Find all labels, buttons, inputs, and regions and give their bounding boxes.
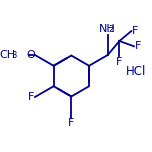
Text: F: F <box>135 41 141 51</box>
Text: NH: NH <box>99 24 115 34</box>
Text: 2: 2 <box>109 26 114 35</box>
Text: O: O <box>26 50 35 60</box>
Text: HCl: HCl <box>126 65 147 78</box>
Text: F: F <box>68 118 74 128</box>
Text: F: F <box>116 57 123 67</box>
Text: CH: CH <box>0 50 15 60</box>
Text: F: F <box>132 26 138 36</box>
Text: 3: 3 <box>11 51 16 60</box>
Text: F: F <box>28 92 35 102</box>
